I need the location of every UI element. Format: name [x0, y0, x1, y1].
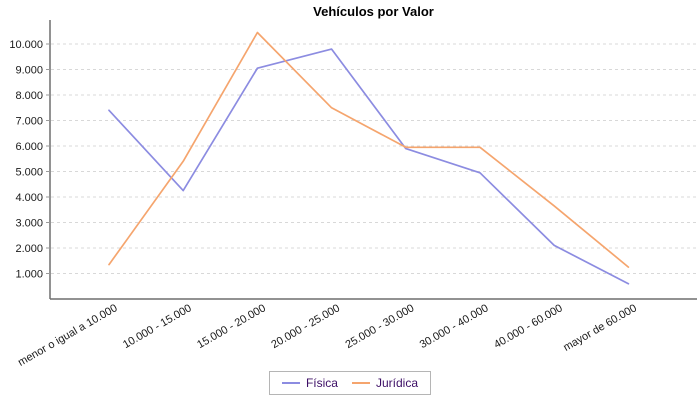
legend-label: Jurídica: [375, 376, 419, 390]
y-tick-label: 9.000: [15, 65, 43, 77]
chart-title: Vehículos por Valor: [313, 4, 434, 19]
legend-line-sample: [281, 382, 300, 384]
x-category-label: 25.000 - 30.000: [344, 302, 417, 351]
y-tick-label: 8.000: [15, 90, 43, 102]
y-tick-label: 6.000: [15, 141, 43, 153]
y-tick-label: 10.000: [9, 39, 43, 51]
legend-item-jurídica: Jurídica: [351, 376, 419, 390]
y-tick-label: 2.000: [15, 243, 43, 255]
legend-item-física: Física: [281, 376, 338, 390]
x-category-label: 20.000 - 25.000: [269, 302, 342, 351]
y-tick-label: 7.000: [15, 116, 43, 128]
x-category-label: menor o igual a 10.000: [16, 302, 119, 369]
legend: Física Jurídica: [0, 371, 700, 395]
x-category-label: 40.000 - 60.000: [492, 302, 565, 351]
legend-line-sample: [351, 382, 370, 384]
x-category-label: mayor de 60.000: [561, 302, 639, 354]
x-category-label: 30.000 - 40.000: [418, 302, 491, 351]
x-category-label: 15.000 - 20.000: [195, 302, 268, 351]
y-tick-label: 1.000: [15, 269, 43, 281]
series-line-jurídica: [108, 31, 630, 268]
y-tick-label: 3.000: [15, 218, 43, 230]
legend-box: Física Jurídica: [268, 371, 432, 395]
y-tick-label: 5.000: [15, 167, 43, 179]
y-tick-label: 4.000: [15, 192, 43, 204]
legend-label: Física: [305, 376, 338, 390]
series-line-física: [108, 48, 630, 285]
x-category-label: 10.000 - 15.000: [121, 302, 194, 351]
